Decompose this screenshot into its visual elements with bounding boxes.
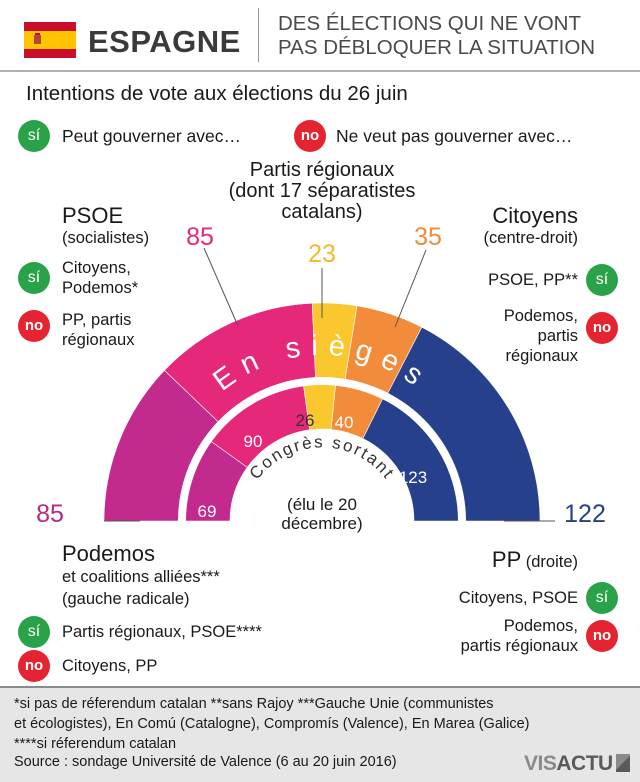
pp-title: PP (droite) [492, 547, 578, 573]
pp-sub: (droite) [525, 553, 578, 571]
psoe-si-line-1: Citoyens, [62, 259, 131, 277]
spain-flag-icon [24, 22, 76, 58]
psoe-sub: (socialistes) [62, 229, 150, 247]
inner-value-regional: 26 [296, 411, 315, 430]
logo-mark-icon [615, 754, 630, 772]
header-rule [0, 70, 640, 72]
pp-no-line-2: partis régionaux [460, 637, 578, 655]
podemos-no-badge: no [18, 650, 50, 682]
legend-si-text: Peut gouverner avec… [62, 126, 241, 146]
citoyens-si-badge: sí [586, 264, 618, 296]
footnote-line-1: *si pas de réferendum catalan **sans Raj… [14, 696, 494, 712]
country-title: ESPAGNE [88, 24, 241, 59]
footnote-line-2: et écologistes), En Comú (Catalogne), Co… [14, 716, 530, 732]
footnote-rule [0, 686, 640, 688]
outer-value-psoe: 85 [186, 223, 214, 251]
regional-name: Partis régionaux (dont 17 séparatistes c… [200, 160, 444, 223]
pp-si-text: Citoyens, PSOE [458, 589, 578, 607]
regional-line-2: (dont 17 séparatistes [228, 180, 416, 202]
outer-value-regional: 23 [308, 240, 336, 268]
regional-line-3: catalans) [281, 201, 363, 223]
psoe-no-text: PP, partis régionaux [62, 310, 134, 350]
psoe-no-badge: no [18, 310, 50, 342]
inner-ring [178, 377, 466, 522]
pp-name: PP [491, 547, 522, 572]
outer-value-citoyens: 35 [414, 223, 442, 251]
source-line: Source : sondage Université de Valence (… [14, 754, 397, 770]
header-divider [258, 8, 259, 62]
leader-lines [104, 247, 555, 522]
header: ESPAGNE DES ÉLECTIONS QUI NE VONT PAS DÉ… [0, 0, 640, 70]
citoyens-no-text: Podemos, partis régionaux [504, 306, 578, 366]
podemos-name: Podemos [62, 541, 155, 566]
psoe-si-line-2: Podemos* [62, 279, 139, 297]
legend-no-badge: no [294, 120, 326, 152]
pp-no-text: Podemos, partis régionaux [461, 616, 578, 656]
psoe-si-text: Citoyens, Podemos* [62, 258, 138, 298]
inner-value-psoe: 90 [244, 432, 263, 451]
footnote-panel: *si pas de réferendum catalan **sans Raj… [0, 688, 640, 782]
podemos-no-text: Citoyens, PP [62, 657, 158, 675]
legend-si-badge: sí [18, 120, 50, 152]
visactu-logo: VISACTU [524, 752, 632, 778]
pp-no-line-1: Podemos, [503, 617, 578, 635]
citoyens-si-text: PSOE, PP** [488, 271, 578, 289]
inner-ring-values: 69 90 26 40 123 [198, 411, 428, 521]
headline: DES ÉLECTIONS QUI NE VONT PAS DÉBLOQUER … [278, 12, 638, 60]
podemos-sub-1: et coalitions alliées*** [62, 568, 220, 586]
headline-line-2: PAS DÉBLOQUER LA SITUATION [278, 36, 596, 59]
headline-line-1: DES ÉLECTIONS QUI NE VONT [278, 12, 581, 35]
outer-value-pp: 122 [564, 500, 606, 528]
inner-note-1: (élu le 20 [287, 495, 357, 514]
citoyens-sub: (centre-droit) [483, 229, 578, 247]
citoyens-no-badge: no [586, 312, 618, 344]
inner-value-citoyens: 40 [335, 413, 354, 432]
chart-subtitle: Intentions de vote aux élections du 26 j… [26, 82, 408, 105]
outer-ring [103, 302, 541, 522]
inner-value-podemos: 69 [198, 502, 217, 521]
inner-value-pp: 123 [399, 468, 427, 487]
podemos-si-badge: sí [18, 616, 50, 648]
logo-text-vis: VIS [524, 752, 557, 775]
outer-ring-values: 85 85 23 35 122 [36, 223, 606, 528]
psoe-no-line-1: PP, partis [62, 311, 132, 329]
citoyens-no-line-2: partis [537, 327, 578, 345]
psoe-no-line-2: régionaux [62, 331, 135, 349]
pp-no-badge: no [586, 620, 618, 652]
psoe-name: PSOE [62, 203, 124, 228]
podemos-si-text: Partis régionaux, PSOE**** [62, 623, 262, 641]
legend-no-text: Ne veut pas gouverner avec… [336, 126, 573, 146]
psoe-si-badge: sí [18, 262, 50, 294]
outer-value-podemos: 85 [36, 500, 64, 528]
pp-si-badge: sí [586, 582, 618, 614]
podemos-sub-2: (gauche radicale) [62, 590, 190, 608]
citoyens-no-line-1: Podemos, [503, 307, 578, 325]
footnote-line-3: ****si réferendum catalan [14, 736, 177, 752]
citoyens-no-line-3: régionaux [505, 347, 578, 365]
regional-line-1: Partis régionaux [249, 159, 395, 181]
inner-note-2: décembre) [281, 514, 362, 533]
citoyens-name: Citoyens [492, 203, 578, 228]
logo-text-actu: ACTU [556, 752, 613, 775]
